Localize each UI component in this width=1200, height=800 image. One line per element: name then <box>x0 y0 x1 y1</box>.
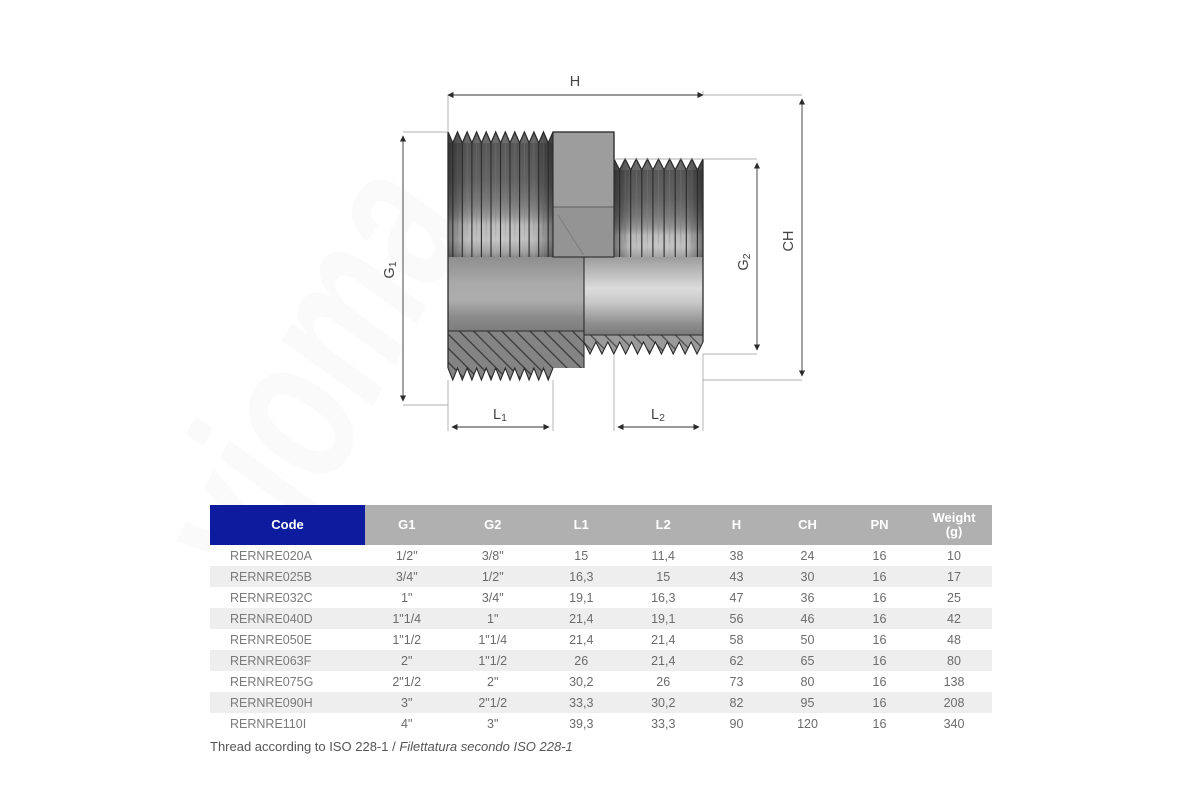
svg-text:L1: L1 <box>493 407 507 424</box>
svg-text:H: H <box>570 74 580 90</box>
svg-text:G2: G2 <box>736 253 753 270</box>
svg-text:L2: L2 <box>651 407 665 424</box>
svg-text:CH: CH <box>781 231 797 252</box>
